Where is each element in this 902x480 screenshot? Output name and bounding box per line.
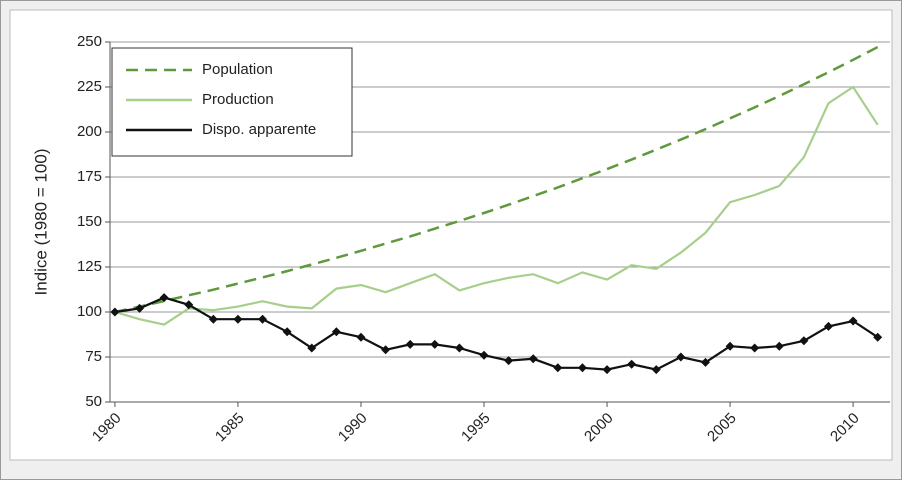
data-point (258, 314, 268, 324)
data-point (110, 307, 120, 317)
y-tick-label: 250 (77, 33, 102, 50)
data-point (602, 365, 612, 375)
data-point (774, 341, 784, 351)
data-point (430, 339, 440, 349)
data-point (331, 327, 341, 337)
data-point (799, 336, 809, 346)
data-point (282, 327, 292, 337)
data-point (504, 356, 514, 366)
data-point (479, 350, 489, 360)
data-point (233, 314, 243, 324)
data-point (823, 321, 833, 331)
y-tick-label: 75 (85, 348, 102, 365)
data-point (454, 343, 464, 353)
series-line (114, 85, 879, 326)
data-point (627, 359, 637, 369)
data-point (725, 341, 735, 351)
data-point (135, 303, 145, 313)
data-point (405, 339, 415, 349)
y-tick-label: 100 (77, 303, 102, 320)
data-point (577, 363, 587, 373)
y-tick-label: 50 (85, 393, 102, 410)
y-tick-label: 125 (77, 258, 102, 275)
data-point (159, 293, 169, 303)
y-tick-label: 200 (77, 123, 102, 140)
data-point (750, 343, 760, 353)
data-point (848, 316, 858, 326)
data-point (651, 365, 661, 375)
legend-box (111, 47, 353, 157)
legend-label: Population (202, 61, 273, 78)
data-point (184, 300, 194, 310)
y-tick-label: 225 (77, 78, 102, 95)
data-point (553, 363, 563, 373)
legend-label: Production (202, 91, 274, 108)
data-point (208, 314, 218, 324)
series-line (114, 45, 879, 314)
data-point (381, 345, 391, 355)
data-point (873, 332, 883, 342)
data-point (356, 332, 366, 342)
y-tick-label: 175 (77, 168, 102, 185)
data-point (700, 357, 710, 367)
legend-label: Dispo. apparente (202, 121, 316, 138)
y-tick-label: 150 (77, 213, 102, 230)
data-point (528, 354, 538, 364)
data-point (307, 343, 317, 353)
y-axis-label: Indice (1980 = 100) (31, 149, 50, 296)
data-point (676, 352, 686, 362)
